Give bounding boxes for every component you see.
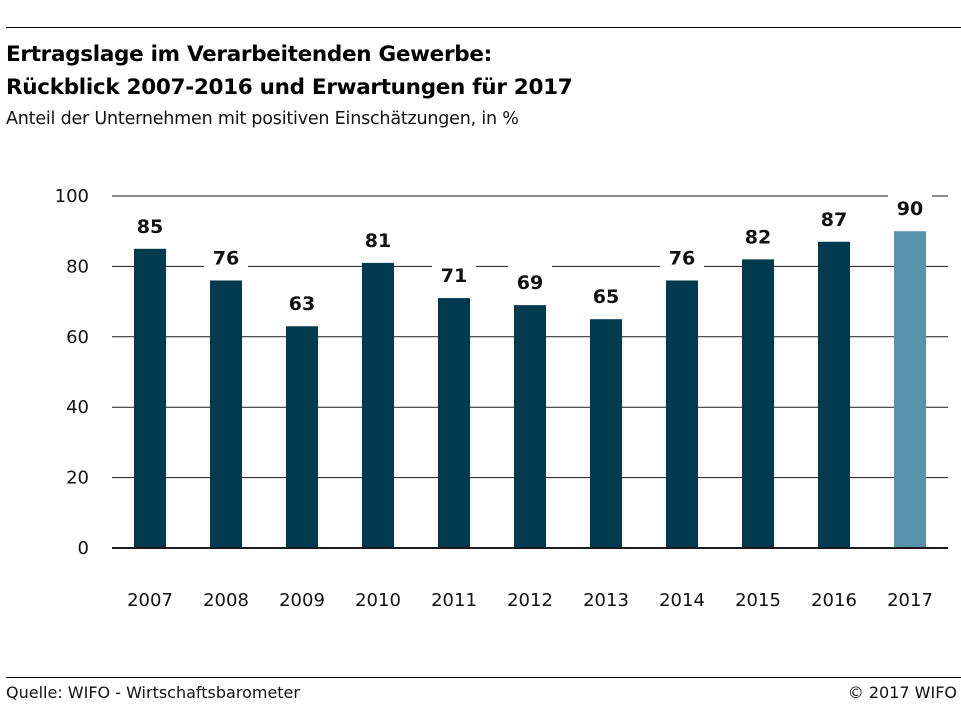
y-tick-label: 40 (66, 397, 89, 418)
data-label-background (660, 240, 704, 271)
data-label-2017: 90 (897, 198, 923, 220)
data-label-2014: 76 (669, 247, 695, 269)
bar-2011 (438, 298, 470, 548)
x-tick-label-2012: 2012 (507, 590, 553, 611)
x-tick-label-2014: 2014 (659, 590, 705, 611)
bar-2015 (742, 259, 774, 548)
bottom-rule (6, 677, 961, 678)
x-tick-label-2008: 2008 (203, 590, 249, 611)
data-label-2012: 69 (517, 272, 543, 294)
x-tick-label-2017: 2017 (887, 590, 933, 611)
x-tick-label-2010: 2010 (355, 590, 401, 611)
source-note: Quelle: WIFO - Wirtschaftsbarometer (6, 683, 300, 702)
data-label-background (812, 201, 856, 232)
chart-title-line-1: Ertragslage im Verarbeitenden Gewerbe: (6, 42, 492, 67)
chart-subtitle: Anteil der Unternehmen mit positiven Ein… (6, 109, 519, 129)
data-label-2015: 82 (745, 226, 771, 248)
bar-2010 (362, 262, 394, 548)
chart-title: Ertragslage im Verarbeitenden Gewerbe: R… (6, 38, 573, 104)
data-label-2009: 63 (289, 293, 315, 315)
top-rule (6, 27, 961, 28)
bar-2012 (514, 305, 546, 548)
chart-title-line-2: Rückblick 2007-2016 und Erwartungen für … (6, 75, 573, 100)
data-label-background (736, 219, 780, 250)
data-label-background (128, 208, 172, 239)
bar-2013 (590, 319, 622, 548)
x-tick-label-2011: 2011 (431, 590, 477, 611)
bar-2016 (818, 241, 850, 548)
data-label-2011: 71 (441, 265, 467, 287)
data-label-background (584, 279, 628, 310)
y-tick-label: 80 (66, 256, 89, 277)
data-label-background (888, 191, 932, 222)
data-label-background (356, 222, 400, 253)
bar-2009 (286, 326, 318, 548)
x-tick-label-2016: 2016 (811, 590, 857, 611)
y-tick-label: 0 (78, 538, 89, 559)
data-label-2008: 76 (213, 247, 239, 269)
bar-2007 (134, 248, 166, 549)
data-label-background (432, 258, 476, 289)
x-tick-label-2009: 2009 (279, 590, 325, 611)
data-label-2007: 85 (137, 216, 163, 238)
data-label-background (508, 265, 552, 296)
x-tick-label-2007: 2007 (127, 590, 173, 611)
bars (134, 231, 926, 549)
data-label-2013: 65 (593, 286, 619, 308)
y-tick-label: 20 (66, 468, 89, 489)
bar-2014 (666, 280, 698, 548)
x-axis-tick-labels: 2007 2008 2009 2010 2011 2012 2013 2014 2015 2016… (127, 590, 933, 611)
data-label-background (204, 240, 248, 271)
y-axis-tick-labels: 0 20 40 60 80 100 (55, 186, 89, 559)
data-label-2010: 81 (365, 230, 391, 252)
x-tick-label-2013: 2013 (583, 590, 629, 611)
y-tick-label: 100 (55, 186, 89, 207)
bar-2017 (894, 231, 926, 548)
copyright-note: © 2017 WIFO (847, 683, 957, 702)
bar-2008 (210, 280, 242, 548)
data-label-2016: 87 (821, 209, 847, 231)
bar-chart: 0 20 40 60 80 100 85 76 63 81 71 69 65 76 82 87 90 2007… (55, 186, 948, 611)
data-labels: 85 76 63 81 71 69 65 76 82 87 90 (128, 191, 932, 317)
data-label-background (280, 286, 324, 317)
y-tick-label: 60 (66, 327, 89, 348)
x-tick-label-2015: 2015 (735, 590, 781, 611)
